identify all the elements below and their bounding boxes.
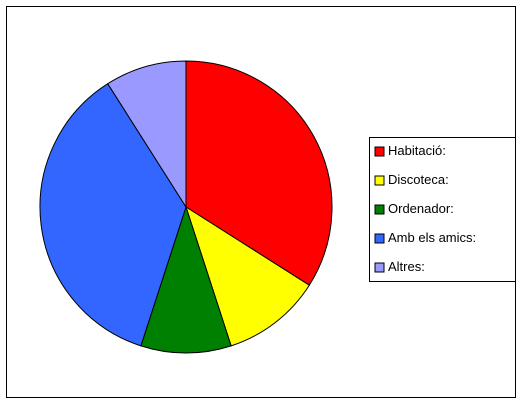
legend-swatch [374, 233, 385, 244]
legend-swatch [374, 146, 385, 157]
pie-slice [185, 60, 333, 286]
legend-swatch [374, 175, 385, 186]
legend-label: Amb els amics: [388, 230, 476, 245]
legend-label: Altres: [388, 259, 425, 274]
pie-slice [185, 205, 310, 347]
pie-slice [140, 205, 232, 354]
legend-label: Ordenador: [388, 201, 454, 216]
legend-swatch [374, 204, 385, 215]
pie-slice [39, 83, 187, 347]
pie-slice [107, 60, 187, 209]
legend-label: Habitació: [388, 143, 446, 158]
legend-box [369, 137, 516, 282]
legend-label: Discoteca: [388, 172, 449, 187]
legend-swatch [374, 262, 385, 273]
